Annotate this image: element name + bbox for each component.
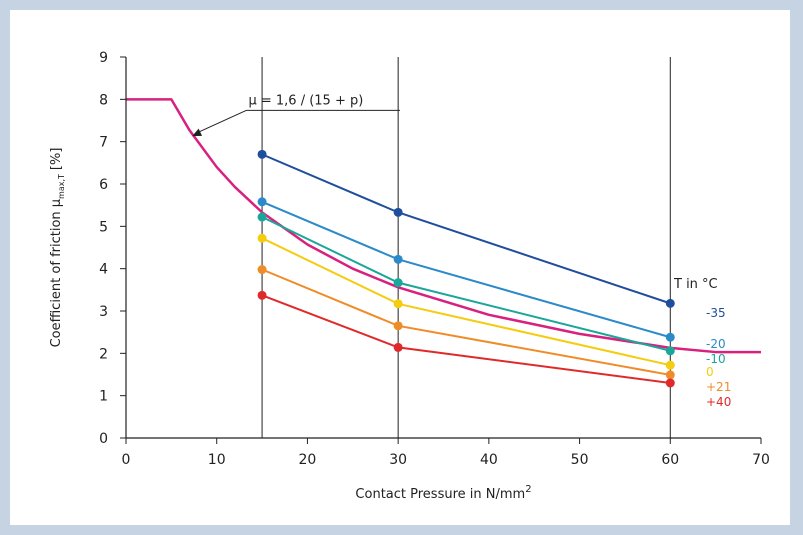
data-point--35-30 [393,207,403,217]
data-point-+40-15 [257,290,267,300]
series-layer [257,149,675,388]
data-point--10-60 [665,346,675,356]
y-tick-label: 9 [99,50,108,66]
data-point--20-15 [257,197,267,207]
x-tick-label: 60 [661,452,679,468]
data-point-+21-30 [393,321,403,331]
x-tick-label: 10 [208,452,226,468]
data-point-+21-60 [665,370,675,380]
x-tick-label: 70 [752,452,770,468]
chart: 0 1 2 3 4 5 6 7 8 9 0 10 20 30 40 50 60 70 Contact Pressu… [49,50,770,502]
data-point--20-30 [393,254,403,264]
legend-title: T in °C [673,277,718,292]
data-point-+40-60 [665,378,675,388]
x-tick-label: 50 [571,452,589,468]
formula-curve-layer [126,98,761,354]
temperature-label-+40: +40 [706,395,731,409]
data-point--10-15 [257,212,267,222]
annotation-arrow-head [192,128,203,137]
data-point--35-60 [665,298,675,308]
data-point--10-30 [393,278,403,288]
temperature-label--35: -35 [706,306,726,320]
y-tick-label: 8 [99,92,108,108]
x-tick-label: 20 [299,452,317,468]
series-line--20 [261,200,671,339]
axes-layer: 0 1 2 3 4 5 6 7 8 9 0 10 20 30 40 50 60 70 [99,50,770,468]
temperature-label-+21: +21 [706,380,731,394]
chart-frame: 0 1 2 3 4 5 6 7 8 9 0 10 20 30 40 50 60 70 Contact Pressu… [10,10,790,525]
y-tick-label: 2 [99,346,108,362]
data-point-+21-15 [257,265,267,275]
series-line-0 [261,237,671,367]
x-tick-label: 40 [480,452,498,468]
data-point-0-15 [257,233,267,243]
x-tick-label: 30 [389,452,407,468]
data-point--20-60 [665,332,675,342]
data-point-+40-30 [393,342,403,352]
data-point-0-30 [393,299,403,309]
temperature-label-0: 0 [706,365,714,379]
label-layer: Contact Pressure in N/mm2 Coefficient of … [49,93,731,502]
series-line-+21 [261,268,671,376]
annotation-leader-line [196,109,247,134]
formula-annotation: μ = 1,6 / (15 + p) [248,93,363,108]
x-tick-label: 0 [122,452,131,468]
y-axis-title: Coefficient of friction μmax,T[%] [49,148,66,348]
temperature-label--20: -20 [706,337,726,351]
y-tick-label: 0 [99,431,108,447]
y-tick-label: 5 [99,219,108,235]
temperature-label--10: -10 [706,352,726,366]
data-point-0-60 [665,360,675,370]
y-tick-label: 4 [99,262,108,278]
x-axis-title: Contact Pressure in N/mm2 [355,484,531,502]
y-tick-label: 1 [99,389,108,405]
series-line--35 [261,153,671,305]
y-tick-label: 3 [99,304,108,320]
data-point--35-15 [257,149,267,159]
y-tick-label: 6 [99,177,108,193]
y-tick-label: 7 [99,135,108,151]
formula-curve-line [126,98,761,354]
